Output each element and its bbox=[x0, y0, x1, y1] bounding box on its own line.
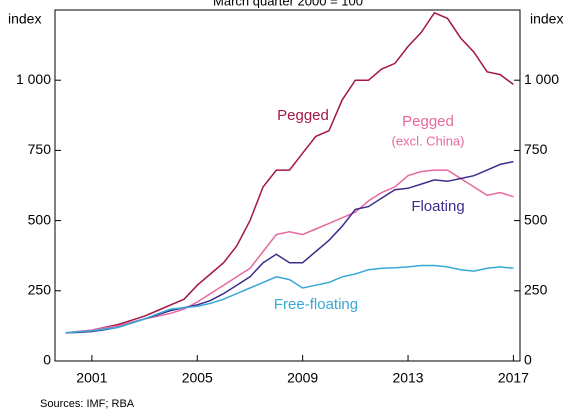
x-tick-label: 2005 bbox=[182, 370, 213, 386]
y2ticks-label: 500 bbox=[524, 211, 548, 227]
series-label: Free-floating bbox=[274, 296, 358, 313]
series-label: Pegged bbox=[402, 113, 454, 130]
x-tick-label: 2001 bbox=[76, 370, 107, 386]
yticks-label: 750 bbox=[28, 141, 52, 157]
source: Sources: IMF; RBA bbox=[40, 398, 135, 410]
series-sublabel: (excl. China) bbox=[392, 133, 465, 148]
x-tick-label: 2013 bbox=[392, 370, 423, 386]
chart-title: March quarter 2000 = 100 bbox=[213, 0, 363, 8]
x-tick-label: 2009 bbox=[287, 370, 318, 386]
yticks-label: 1 000 bbox=[16, 71, 51, 87]
yticks-label: 500 bbox=[28, 211, 52, 227]
plot-frame bbox=[54, 9, 521, 362]
y2-axis-label: index bbox=[530, 11, 563, 27]
y2ticks-label: 0 bbox=[524, 352, 532, 368]
x-tick-label: 2017 bbox=[498, 370, 529, 386]
y2ticks-label: 250 bbox=[524, 282, 548, 298]
yticks-label: 0 bbox=[43, 352, 51, 368]
series-label: Pegged bbox=[277, 107, 329, 124]
y2ticks-label: 750 bbox=[524, 141, 548, 157]
yticks-label: 250 bbox=[28, 282, 52, 298]
y2ticks-label: 1 000 bbox=[524, 71, 559, 87]
series-label: Floating bbox=[411, 198, 464, 215]
series-line bbox=[65, 264, 514, 334]
series-line bbox=[65, 11, 514, 334]
y-axis-label: index bbox=[8, 11, 41, 27]
